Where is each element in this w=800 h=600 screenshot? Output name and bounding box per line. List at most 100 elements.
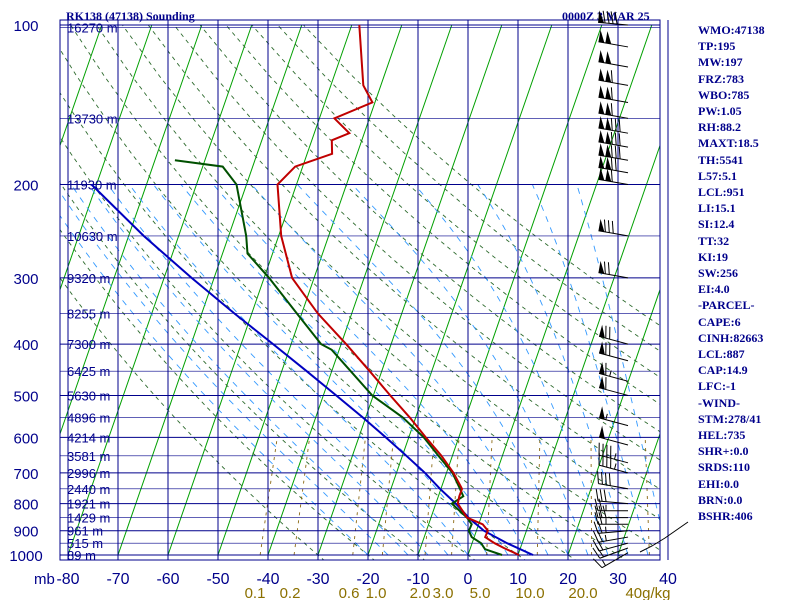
wind-barb <box>598 68 629 86</box>
temperature-tick-label: -50 <box>206 571 229 588</box>
mixing-ratio-label: 0.6 <box>339 585 360 600</box>
index-item: TP:195 <box>698 39 736 54</box>
wind-barb <box>598 85 629 103</box>
mixing-ratio-label: 3.0 <box>433 585 454 600</box>
temperature-tick-label: 40 <box>659 571 677 588</box>
dry-adiabat-line <box>70 24 627 560</box>
index-item: LI:15.1 <box>698 201 736 216</box>
temperature-tick-label: 20 <box>559 571 577 588</box>
isotherm-line <box>768 25 800 555</box>
wind-barb <box>595 488 629 505</box>
wind-barb <box>598 218 629 237</box>
isotherm-line <box>467 24 653 556</box>
pressure-tick-label: 700 <box>13 466 38 483</box>
mixing-ratio-line <box>451 437 460 556</box>
mixing-ratio-label: 2.0 <box>410 585 431 600</box>
mixing-ratio-line <box>259 437 278 556</box>
dry-adiabat-line <box>173 24 660 461</box>
wind-barb <box>598 376 629 396</box>
height-label: 10630 m <box>67 229 118 244</box>
isotherm-line <box>60 24 103 148</box>
moist-adiabat-line <box>251 184 549 556</box>
dry-adiabat-line <box>225 24 660 405</box>
wind-barb <box>592 530 629 543</box>
dry-adiabat-line <box>60 277 325 560</box>
height-label: 13730 m <box>67 111 118 126</box>
index-item: BRN:0.0 <box>698 492 743 507</box>
height-label: 1429 m <box>67 511 110 526</box>
dry-adiabat-line <box>60 136 476 560</box>
pressure-tick-label: 200 <box>13 178 38 195</box>
moist-adiabat-line <box>297 184 569 556</box>
index-item: TT:32 <box>698 233 730 248</box>
pressure-tick-label: 1000 <box>9 548 42 565</box>
temperature-tick-label: -20 <box>356 571 379 588</box>
wind-barb <box>598 341 629 362</box>
height-label: 4896 m <box>67 410 110 425</box>
wind-barb <box>598 167 629 186</box>
index-item: CAPE:6 <box>698 314 741 329</box>
wind-barb <box>598 143 629 161</box>
wind-barb <box>598 10 629 26</box>
moist-adiabat-line <box>212 184 529 556</box>
mixing-ratio-label: 5.0 <box>470 585 491 600</box>
height-label: 9320 m <box>67 271 110 286</box>
height-label: 4214 m <box>67 430 110 445</box>
mixing-ratio-line <box>381 437 394 556</box>
index-item: -PARCEL- <box>698 298 755 313</box>
index-item: HEL:735 <box>698 428 746 443</box>
temperature-tick-label: -30 <box>306 571 329 588</box>
wind-barb <box>598 29 629 48</box>
index-item: EHI:0.0 <box>698 476 740 491</box>
dry-adiabat-line <box>60 228 375 560</box>
mixing-ratio-line <box>293 437 311 556</box>
isotherm-line <box>367 24 553 556</box>
index-item: CAP:14.9 <box>698 363 748 378</box>
index-item: MW:197 <box>698 55 743 70</box>
pressure-tick-label: 300 <box>13 271 38 288</box>
height-label: 2996 m <box>67 466 110 481</box>
height-label: 5630 m <box>67 388 110 403</box>
height-label: 6425 m <box>67 364 110 379</box>
parcel-trace <box>90 183 534 556</box>
index-item: KI:19 <box>698 249 728 264</box>
index-item: MAXT:18.5 <box>698 136 759 151</box>
mixing-ratio-label: 10.0 <box>515 585 544 600</box>
unit-label: mb <box>34 571 55 588</box>
wind-barb <box>594 505 628 519</box>
temperature-tick-label: 10 <box>509 571 527 588</box>
sounding-profiles <box>90 24 534 556</box>
index-item: RH:88.2 <box>698 120 741 135</box>
dry-adiabat-line <box>96 24 660 551</box>
temperature-tick-label: 0 <box>464 571 473 588</box>
index-item: EI:4.0 <box>698 282 730 297</box>
mixing-ratio-line <box>424 437 435 556</box>
isotherm-line <box>60 24 153 292</box>
index-item: LCL:951 <box>698 185 745 200</box>
index-item: PW:1.05 <box>698 104 742 119</box>
index-item: BSHR:406 <box>698 509 753 524</box>
pressure-tick-label: 900 <box>13 524 38 541</box>
pressure-tick-label: 500 <box>13 388 38 405</box>
isotherm-line <box>217 24 403 556</box>
height-label: 8255 m <box>67 306 110 321</box>
index-item: SW:256 <box>698 266 739 281</box>
dry-adiabat-line <box>122 24 660 520</box>
index-item: WBO:785 <box>698 87 750 102</box>
height-label: 2440 m <box>67 482 110 497</box>
index-item: FRZ:783 <box>698 71 744 86</box>
moist-adiabat-line <box>576 184 660 524</box>
dry-adiabat-line <box>199 24 660 433</box>
index-item: CINH:82663 <box>698 330 764 345</box>
isotherm-line <box>0 25 2 555</box>
moist-adiabat-line <box>107 184 449 556</box>
index-item: SHR+:0.0 <box>698 444 749 459</box>
plot-frame <box>59 19 661 561</box>
wind-barb <box>598 406 629 427</box>
wind-barb <box>597 471 629 490</box>
isotherm-line <box>317 24 503 556</box>
isotherm-line <box>267 24 453 556</box>
index-item: WMO:47138 <box>698 23 765 37</box>
